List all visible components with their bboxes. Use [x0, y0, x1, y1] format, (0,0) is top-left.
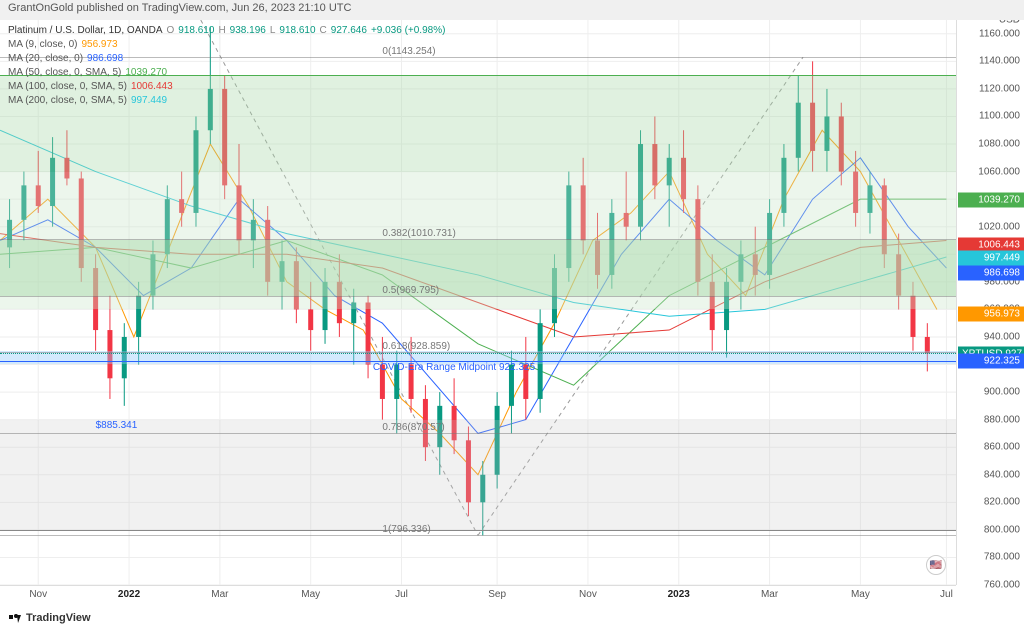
y-axis[interactable]: USD 760.000780.000800.000820.000840.0008… — [956, 20, 1024, 585]
header-text: GrantOnGold published on TradingView.com… — [8, 2, 351, 14]
y-tick-label: 1080.000 — [978, 139, 1020, 150]
x-tick-label: 2023 — [668, 589, 690, 600]
y-tick-label: 880.000 — [984, 414, 1020, 425]
x-axis[interactable]: Nov 2022 Mar May Jul Sep Nov 2023 Mar May Jul — [0, 585, 956, 605]
provider-logo-icon: 🇺🇸 — [926, 555, 946, 575]
x-tick-label: Mar — [761, 589, 778, 600]
x-tick-label: Jul — [395, 589, 408, 600]
annotation-text: $885.341 — [96, 420, 138, 431]
x-tick-label: Nov — [579, 589, 597, 600]
dotted-line — [0, 353, 956, 354]
y-tick-label: 800.000 — [984, 524, 1020, 535]
y-tick-label: 860.000 — [984, 442, 1020, 453]
x-tick-label: May — [851, 589, 870, 600]
y-tick-label: 1020.000 — [978, 221, 1020, 232]
fib-label: 1(796.336) — [382, 524, 430, 535]
x-tick-label: Mar — [211, 589, 228, 600]
price-tag: 997.449 — [958, 250, 1024, 265]
fib-line — [0, 296, 956, 297]
ohlc-h: 938.196 — [230, 24, 266, 38]
ohlc-c-label: C — [320, 24, 327, 38]
ohlc-h-label: H — [218, 24, 225, 38]
fib-line — [0, 352, 956, 353]
chart-area[interactable]: Platinum / U.S. Dollar, 1D, OANDA O 918.… — [0, 20, 956, 585]
y-tick-label: 940.000 — [984, 331, 1020, 342]
legend: Platinum / U.S. Dollar, 1D, OANDA O 918.… — [8, 24, 445, 108]
publish-header: GrantOnGold published on TradingView.com… — [0, 0, 1024, 20]
y-tick-label: 1060.000 — [978, 166, 1020, 177]
price-tag: 922.325 — [958, 354, 1024, 369]
price-tag: 986.698 — [958, 265, 1024, 280]
y-tick-label: 1140.000 — [979, 56, 1020, 67]
price-tag: 956.973 — [958, 306, 1024, 321]
ma-legend-row: MA (9, close, 0) 956.973 — [8, 38, 445, 52]
y-tick-label: 1160.000 — [979, 28, 1020, 39]
fib-label: 0.382(1010.731) — [382, 228, 455, 239]
x-tick-label: Nov — [29, 589, 47, 600]
ohlc-o-label: O — [167, 24, 175, 38]
footer-brand: TradingView — [26, 612, 91, 624]
y-tick-label: 900.000 — [984, 387, 1020, 398]
ma-legend-row: MA (50, close, 0, SMA, 5) 1039.270 — [8, 66, 445, 80]
price-tag: 1039.270 — [958, 193, 1024, 208]
ma-legend-row: MA (100, close, 0, SMA, 5) 1006.443 — [8, 80, 445, 94]
ohlc-o: 918.610 — [178, 24, 214, 38]
ohlc-c: 927.646 — [331, 24, 367, 38]
x-tick-label: Jul — [940, 589, 953, 600]
price-zone — [0, 240, 956, 295]
y-tick-label: 1120.000 — [979, 83, 1020, 94]
ma-legend-row: MA (200, close, 0, SMA, 5) 997.449 — [8, 94, 445, 108]
ma-legend-row: MA (20, close, 0) 986.698 — [8, 52, 445, 66]
price-zone — [0, 420, 956, 530]
fib-label: 0.786(870.57) — [382, 422, 444, 433]
ohlc-l-label: L — [270, 24, 276, 38]
x-tick-label: May — [301, 589, 320, 600]
y-tick-label: 820.000 — [984, 497, 1020, 508]
y-tick-label: 1100.000 — [979, 111, 1020, 122]
x-tick-label: Sep — [488, 589, 506, 600]
annotation-text: COVID-Era Range Midpoint 922.325 — [373, 362, 535, 373]
y-tick-label: 760.000 — [984, 580, 1020, 591]
y-tick-label: 780.000 — [984, 552, 1020, 563]
tradingview-logo-icon — [8, 611, 22, 625]
fib-line — [0, 535, 956, 536]
fib-label: 0.5(969.795) — [382, 285, 439, 296]
y-tick-label: 840.000 — [984, 469, 1020, 480]
ohlc-l: 918.610 — [279, 24, 315, 38]
ohlc-change: +9.036 (+0.98%) — [371, 24, 446, 38]
fib-line — [0, 239, 956, 240]
horizontal-line — [0, 530, 956, 531]
fib-line — [0, 433, 956, 434]
footer: TradingView — [0, 605, 1024, 630]
symbol-row: Platinum / U.S. Dollar, 1D, OANDA O 918.… — [8, 24, 445, 38]
x-tick-label: 2022 — [118, 589, 140, 600]
symbol-name: Platinum / U.S. Dollar, 1D, OANDA — [8, 24, 163, 38]
fib-label: 0.618(928.859) — [382, 341, 450, 352]
